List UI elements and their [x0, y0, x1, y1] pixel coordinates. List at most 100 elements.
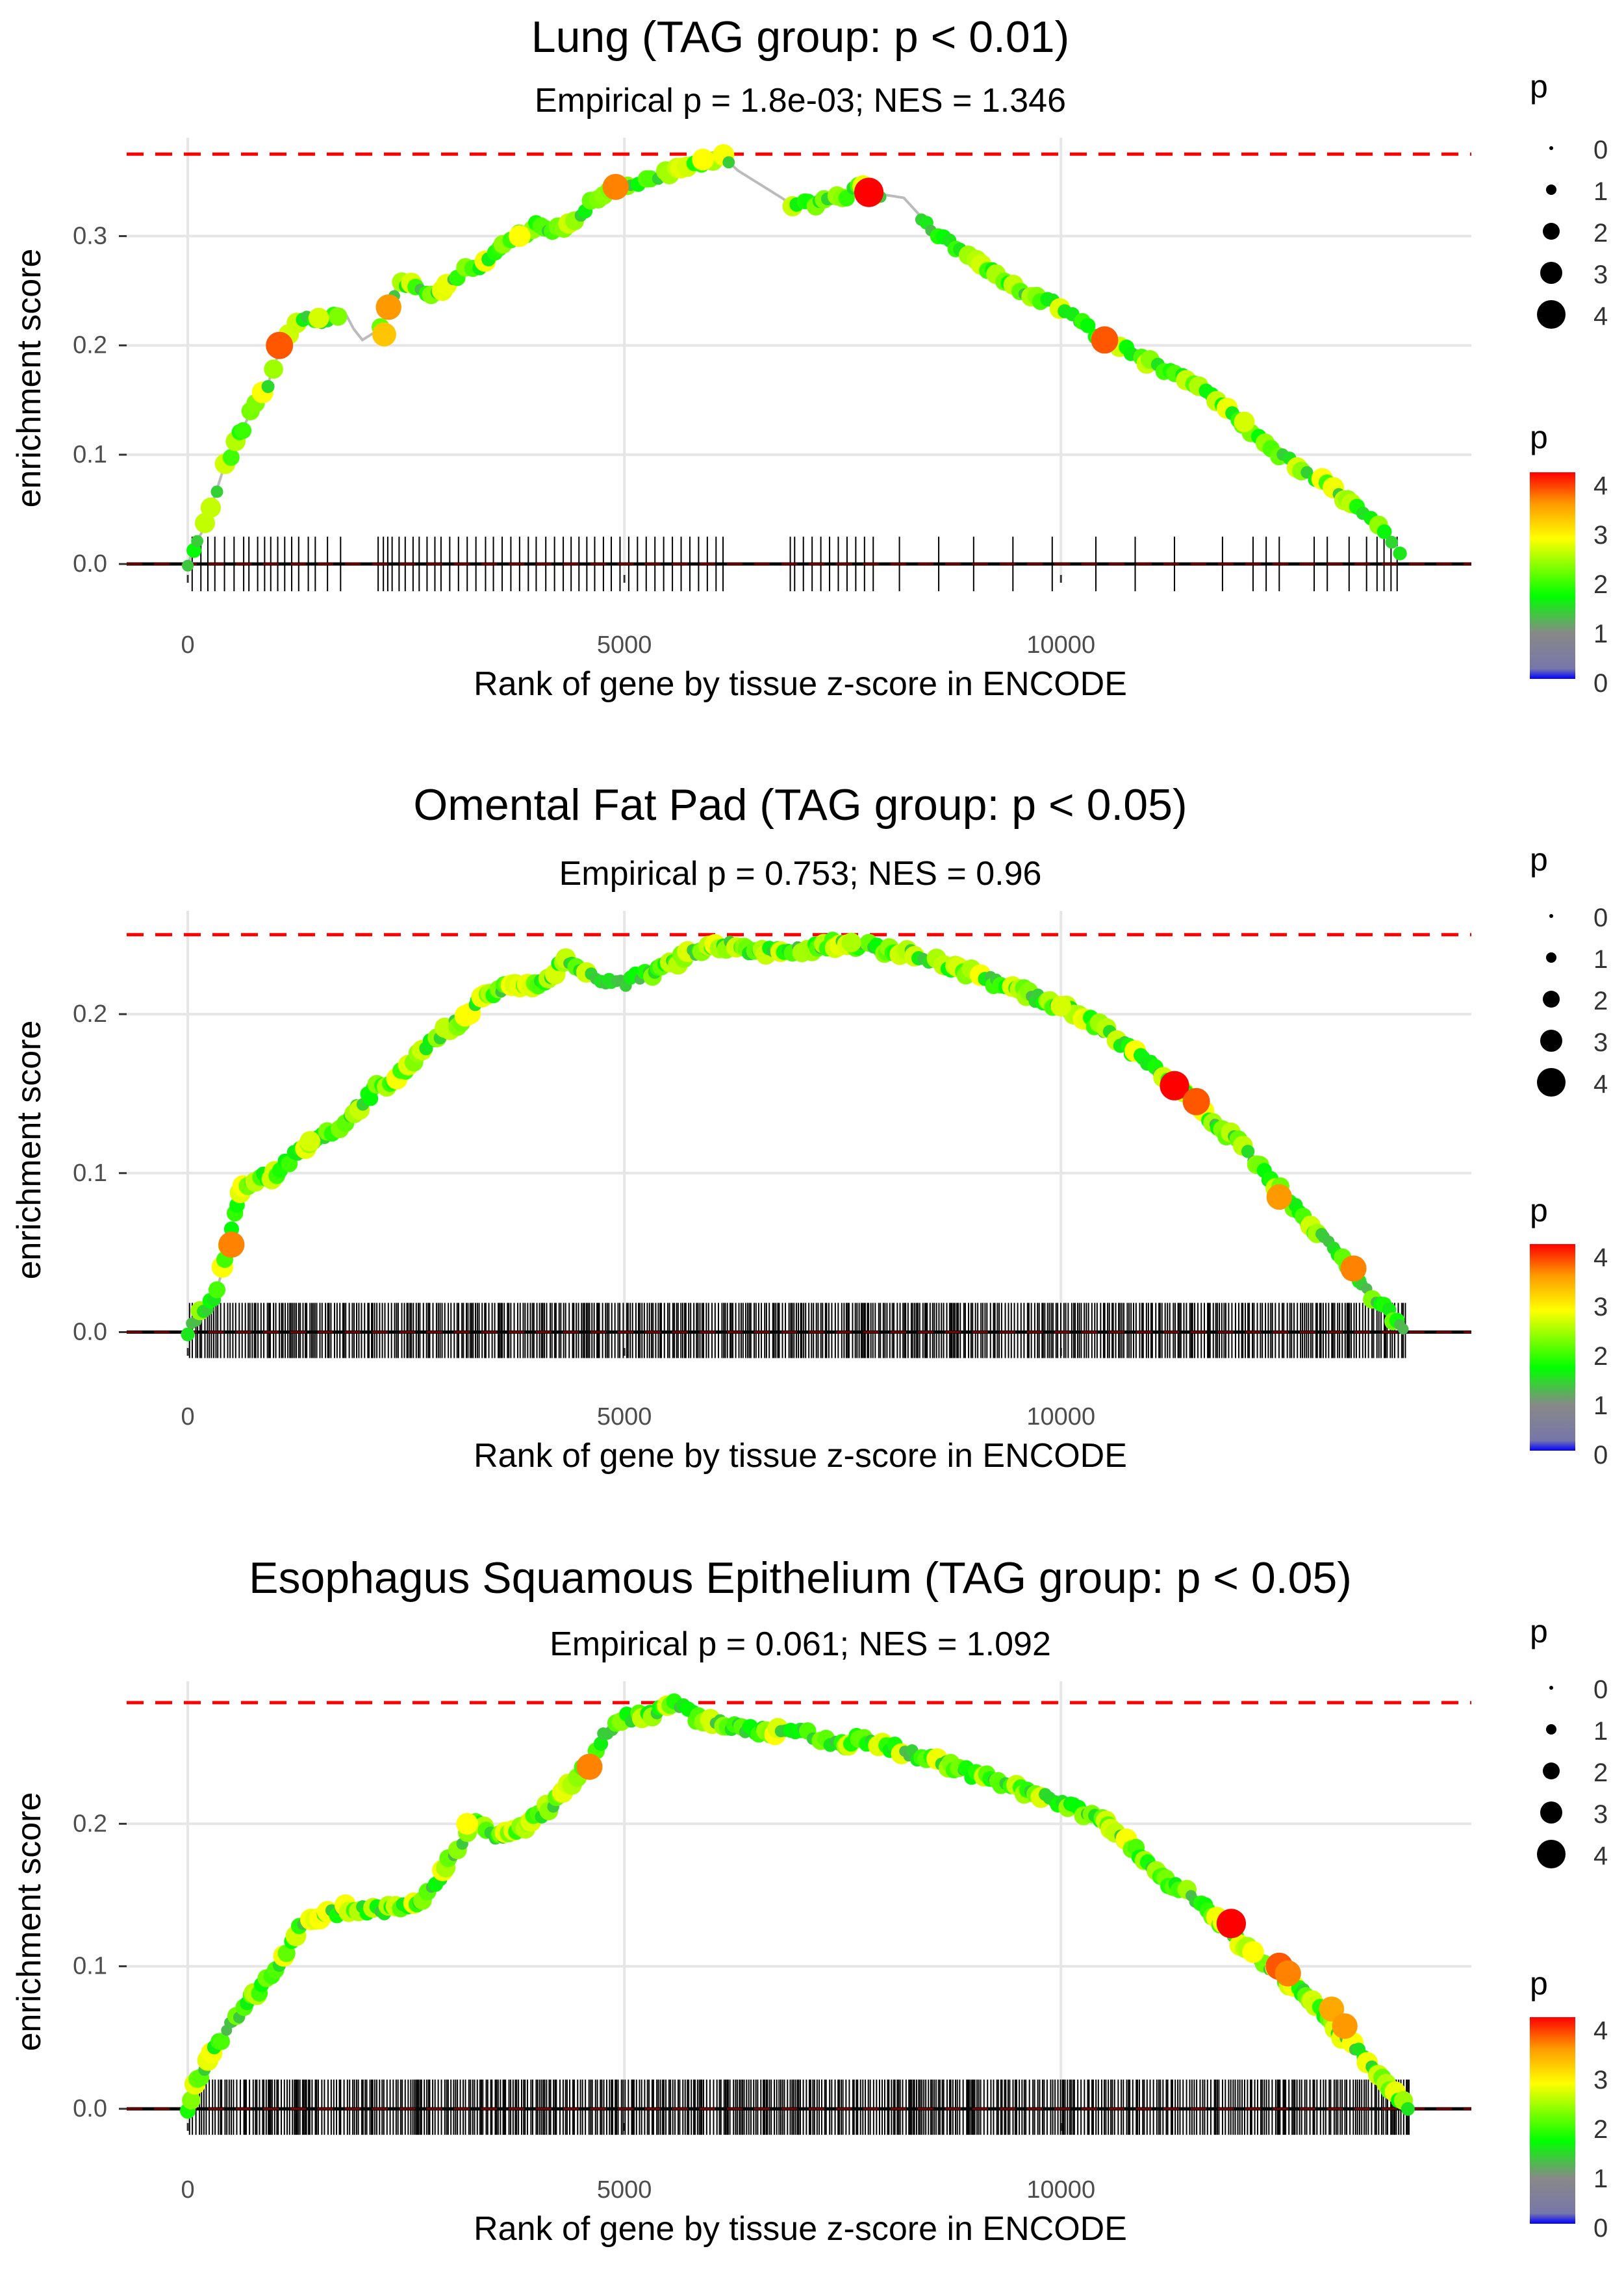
data-point-highlight [854, 177, 884, 207]
y-tick-label: 0.2 [73, 332, 107, 359]
size-legend-label: 0 [1593, 136, 1608, 164]
size-legend-dot [1540, 1801, 1562, 1824]
data-point [210, 485, 223, 498]
point-group [181, 932, 1409, 1342]
size-legend-label: 3 [1593, 261, 1608, 289]
color-legend-label: 4 [1593, 472, 1608, 500]
data-point [1377, 524, 1392, 539]
data-point [200, 497, 221, 518]
x-tick-label: 10000 [1026, 1403, 1095, 1431]
data-point-highlight [1216, 1909, 1246, 1939]
size-legend-dot [1546, 1724, 1556, 1735]
panel-3-plot: 0.0 0.1 0.2 0 5000 10000 [73, 1681, 1471, 2204]
y-tick-label: 0.0 [73, 550, 107, 578]
panel-3-subtitle: Empirical p = 0.061; NES = 1.092 [550, 1625, 1051, 1663]
data-point-highlight [218, 1231, 245, 1258]
panel-2-y-axis-label: enrichment score [10, 1021, 48, 1280]
y-tick-label: 0.2 [73, 1810, 107, 1837]
color-legend-bar [1530, 472, 1575, 679]
panel-2-size-legend: p 0 1 2 3 4 [1530, 841, 1608, 1099]
data-point [181, 1327, 195, 1342]
y-tick-label: 0.1 [73, 1953, 107, 1980]
data-point [191, 535, 203, 548]
color-legend-label: 0 [1593, 1441, 1608, 1469]
size-legend-label: 2 [1593, 219, 1608, 248]
data-point [208, 1281, 226, 1299]
data-point [722, 156, 735, 169]
color-legend-label: 3 [1593, 521, 1608, 550]
size-legend-dot [1537, 300, 1566, 329]
size-legend-label: 3 [1593, 1028, 1608, 1057]
data-point-highlight [308, 307, 329, 329]
y-tick-label: 0.0 [73, 2095, 107, 2122]
size-legend-label: 1 [1593, 177, 1608, 206]
point-group [180, 1693, 1415, 2119]
x-tick-label: 5000 [597, 1403, 652, 1431]
size-legend-dot [1549, 914, 1553, 918]
size-legend-title: p [1530, 841, 1548, 878]
color-legend-title: p [1530, 1192, 1548, 1228]
color-legend-label: 1 [1593, 1392, 1608, 1420]
x-tick-label: 0 [181, 1403, 195, 1431]
color-legend-label: 2 [1593, 570, 1608, 599]
data-point-highlight [372, 322, 396, 347]
data-point-highlight [1091, 326, 1119, 354]
size-legend-label: 1 [1593, 1717, 1608, 1746]
y-tick-label: 0.1 [73, 441, 107, 468]
point-group [182, 144, 1407, 572]
size-legend-label: 0 [1593, 1675, 1608, 1704]
color-legend-bar [1530, 2017, 1575, 2224]
x-tick-label: 10000 [1026, 2176, 1095, 2204]
data-point-highlight [1319, 1996, 1345, 2022]
panel-2-color-legend: p 4 3 2 1 0 [1530, 1192, 1608, 1469]
x-tick-label: 5000 [597, 631, 652, 659]
panel-1-y-axis-label: enrichment score [10, 249, 48, 508]
size-legend-dot [1546, 952, 1556, 963]
data-point [1397, 1323, 1409, 1335]
data-point-highlight [266, 331, 294, 359]
data-point [264, 359, 283, 379]
data-point [329, 307, 348, 326]
data-point [1241, 1145, 1255, 1158]
y-tick-label: 0.1 [73, 1160, 107, 1187]
y-tick-label: 0.2 [73, 1000, 107, 1028]
color-legend-label: 2 [1593, 1342, 1608, 1371]
data-point-highlight [1234, 411, 1255, 433]
data-point-highlight [692, 148, 714, 171]
panel-1-subtitle: Empirical p = 1.8e-03; NES = 1.346 [535, 82, 1066, 120]
y-tick-label: 0.0 [73, 1319, 107, 1346]
color-legend-title: p [1530, 1965, 1548, 2002]
y-tick-label: 0.3 [73, 222, 107, 249]
size-legend-dot [1540, 262, 1562, 284]
data-point [281, 1155, 298, 1173]
data-point [1401, 2102, 1415, 2116]
panel-3: Esophagus Squamous Epithelium (TAG group… [10, 1553, 1608, 2248]
color-legend-label: 4 [1593, 1243, 1608, 1272]
panel-2-subtitle: Empirical p = 0.753; NES = 0.96 [559, 855, 1042, 893]
panel-1-color-legend: p 4 3 2 1 0 [1530, 419, 1608, 698]
color-legend-label: 0 [1593, 2214, 1608, 2243]
x-tick-label: 5000 [597, 2176, 652, 2204]
data-point-highlight [1182, 1088, 1210, 1115]
size-legend-dot [1537, 1840, 1566, 1868]
data-point-highlight [509, 225, 531, 248]
size-legend-label: 3 [1593, 1800, 1608, 1829]
data-point-highlight [1242, 1941, 1264, 1963]
panel-2-plot: 0.0 0.1 0.2 0 5000 10000 [73, 911, 1471, 1431]
panel-3-title: Esophagus Squamous Epithelium (TAG group… [249, 1553, 1352, 1603]
size-legend-label: 0 [1593, 904, 1608, 932]
size-legend-dot [1537, 1068, 1566, 1097]
size-legend-dot [1543, 223, 1560, 240]
data-point [195, 513, 215, 533]
size-legend-label: 4 [1593, 1842, 1608, 1870]
size-legend-label: 2 [1593, 987, 1608, 1015]
color-legend-label: 3 [1593, 1293, 1608, 1321]
size-legend-dot [1543, 1762, 1560, 1779]
panel-1: Lung (TAG group: p < 0.01) Empirical p =… [10, 12, 1608, 703]
data-point-highlight [602, 173, 629, 200]
color-legend-label: 3 [1593, 2066, 1608, 2094]
data-point [1080, 318, 1096, 333]
color-legend-label: 4 [1593, 2016, 1608, 2045]
panel-1-size-legend: p 0 1 2 3 4 [1530, 68, 1608, 331]
panel-3-size-legend: p 0 1 2 3 4 [1530, 1613, 1608, 1870]
